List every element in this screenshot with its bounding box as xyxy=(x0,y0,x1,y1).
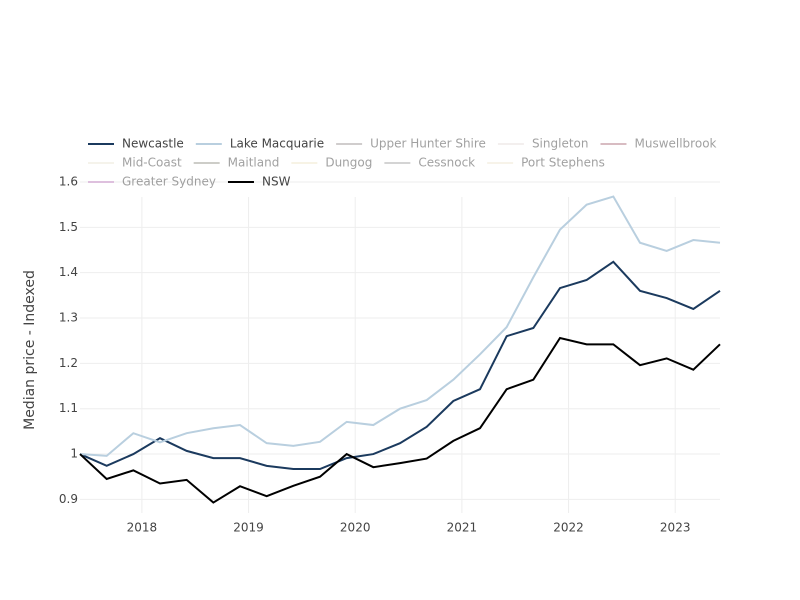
series-line xyxy=(79,336,721,504)
legend-item[interactable]: NSW xyxy=(227,175,291,189)
y-tick-label: 1.3 xyxy=(59,311,78,325)
y-tick-label: 1.2 xyxy=(59,356,78,370)
legend-label: Maitland xyxy=(228,156,280,170)
y-tick-label: 1.4 xyxy=(59,265,78,279)
legend-label: Singleton xyxy=(532,137,589,151)
legend-item[interactable]: Mid-Coast xyxy=(88,156,182,170)
legend-label: Port Stephens xyxy=(521,156,605,170)
y-tick-label: 1.5 xyxy=(59,220,78,234)
x-tick-label: 2022 xyxy=(553,521,584,535)
x-tick-label: 2021 xyxy=(447,521,478,535)
legend-item[interactable]: Lake Macquarie xyxy=(195,137,324,151)
legend-item[interactable]: Newcastle xyxy=(88,137,184,151)
legend-item[interactable]: Singleton xyxy=(497,137,589,151)
y-axis-title: Median price - Indexed xyxy=(22,270,38,430)
legend-item[interactable]: Port Stephens xyxy=(487,156,605,170)
x-tick-label: 2023 xyxy=(660,521,691,535)
legend-item[interactable]: Dungog xyxy=(291,156,372,170)
y-tick-label: 1.1 xyxy=(59,401,78,415)
legend-item[interactable]: Maitland xyxy=(193,156,280,170)
legend-label: Newcastle xyxy=(122,137,184,151)
y-tick-label: 1.6 xyxy=(59,175,78,189)
x-tick-label: 2018 xyxy=(127,521,158,535)
x-tick-label: 2019 xyxy=(233,521,264,535)
x-tick-label: 2020 xyxy=(340,521,371,535)
legend-label: Muswellbrook xyxy=(634,137,716,151)
legend-item[interactable]: Greater Sydney xyxy=(88,175,216,189)
legend-label: Mid-Coast xyxy=(122,156,182,170)
legend-label: Upper Hunter Shire xyxy=(370,137,486,151)
y-tick-label: 0.9 xyxy=(59,492,78,506)
legend-item[interactable]: Upper Hunter Shire xyxy=(336,137,486,151)
y-tick-label: 1 xyxy=(70,447,78,461)
series-line xyxy=(79,260,721,471)
legend-label: Cessnock xyxy=(418,156,475,170)
series-line xyxy=(79,195,721,457)
legend-label: Dungog xyxy=(325,156,372,170)
legend-item[interactable]: Muswellbrook xyxy=(600,137,717,151)
legend-label: Lake Macquarie xyxy=(230,137,324,151)
legend-item[interactable]: Cessnock xyxy=(384,156,475,170)
legend-label: NSW xyxy=(262,175,291,189)
legend-label: Greater Sydney xyxy=(122,175,216,189)
